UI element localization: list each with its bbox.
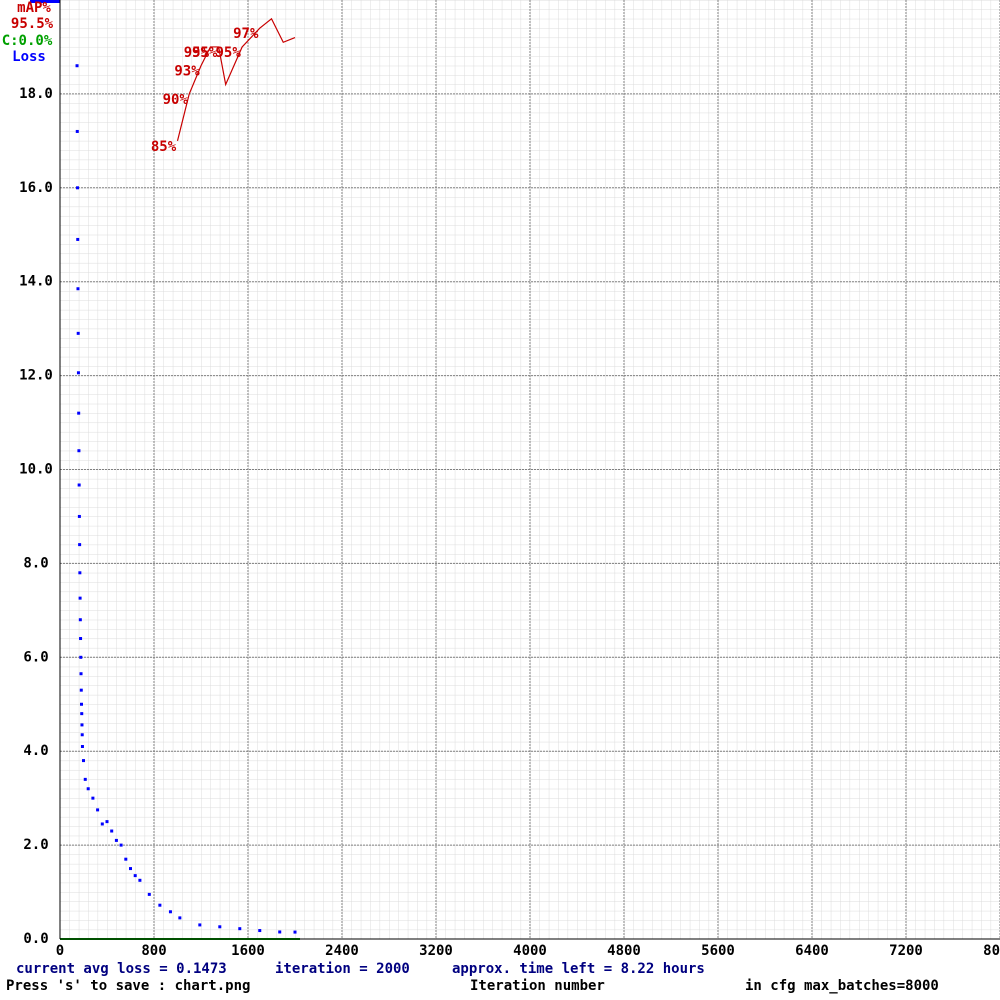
loss-point bbox=[278, 930, 282, 934]
loss-point bbox=[178, 916, 182, 920]
x-tick-label: 0 bbox=[56, 943, 64, 959]
current-map: 95.5% bbox=[11, 16, 54, 32]
legend-map: mAP% bbox=[17, 0, 51, 16]
loss-point bbox=[293, 930, 297, 934]
x-tick-label: 4800 bbox=[607, 943, 641, 959]
map-line bbox=[176, 17, 296, 141]
x-tick-label: 8000 bbox=[983, 943, 1000, 959]
y-tick-label: 10.0 bbox=[19, 462, 53, 478]
loss-point bbox=[79, 688, 83, 692]
y-tick-label: 12.0 bbox=[19, 368, 53, 384]
map-label: 95% bbox=[184, 45, 210, 61]
map-label: 95% bbox=[215, 45, 241, 61]
loss-point bbox=[119, 843, 123, 847]
y-tick-label: 0.0 bbox=[23, 931, 48, 947]
loss-point bbox=[75, 129, 79, 133]
loss-point bbox=[100, 822, 104, 826]
loss-point bbox=[218, 925, 222, 929]
x-tick-label: 4000 bbox=[513, 943, 547, 959]
x-tick-label: 6400 bbox=[795, 943, 829, 959]
loss-point bbox=[75, 64, 79, 68]
loss-point bbox=[76, 186, 80, 190]
loss-point bbox=[129, 867, 132, 871]
loss-point bbox=[78, 571, 82, 575]
loss-point bbox=[147, 892, 151, 896]
x-tick-label: 800 bbox=[141, 943, 166, 959]
loss-point bbox=[78, 596, 82, 600]
loss-point bbox=[77, 514, 81, 518]
x-tick-label: 5600 bbox=[701, 943, 735, 959]
x-axis-label: Iteration number bbox=[470, 978, 605, 994]
loss-point bbox=[80, 723, 84, 727]
loss-point bbox=[138, 878, 142, 882]
loss-point bbox=[80, 702, 84, 706]
y-tick-label: 4.0 bbox=[23, 743, 48, 759]
loss-point bbox=[86, 787, 90, 791]
y-tick-label: 14.0 bbox=[19, 274, 53, 290]
loss-point bbox=[258, 929, 262, 933]
x-tick-label: 7200 bbox=[889, 943, 923, 959]
x-tick-label: 1600 bbox=[231, 943, 265, 959]
loss-point bbox=[91, 796, 95, 800]
loss-point bbox=[80, 745, 84, 749]
loss-point bbox=[77, 483, 81, 487]
cfg-note: in cfg max_batches=8000 bbox=[745, 978, 939, 994]
y-tick-label: 6.0 bbox=[23, 649, 48, 665]
loss-point bbox=[76, 331, 80, 335]
loss-point bbox=[78, 543, 82, 547]
map-label: 97% bbox=[233, 26, 259, 42]
loss-point bbox=[124, 857, 128, 861]
legend-loss: Loss bbox=[12, 49, 46, 65]
loss-point bbox=[82, 759, 85, 763]
loss-point bbox=[78, 618, 82, 622]
loss-point bbox=[79, 655, 83, 659]
class-label: C:0.0% bbox=[2, 33, 53, 49]
loss-point bbox=[110, 829, 114, 833]
loss-point bbox=[133, 874, 137, 878]
loss-point bbox=[238, 927, 242, 931]
loss-point bbox=[80, 712, 84, 716]
loss-point bbox=[80, 733, 84, 737]
loss-point bbox=[168, 910, 172, 914]
map-label: 90% bbox=[163, 92, 189, 108]
map-label: 95% bbox=[192, 45, 218, 61]
loss-point bbox=[114, 838, 118, 842]
loss-point bbox=[79, 637, 83, 641]
loss-point bbox=[105, 820, 109, 824]
x-tick-label: 2400 bbox=[325, 943, 359, 959]
loss-point bbox=[96, 808, 100, 812]
save-hint: Press 's' to save : chart.png bbox=[6, 978, 250, 994]
loss-point bbox=[76, 237, 80, 241]
loss-point bbox=[77, 411, 81, 415]
loss-point bbox=[76, 371, 80, 375]
status-loss: current avg loss = 0.1473 bbox=[16, 961, 227, 977]
legend-bar bbox=[30, 0, 60, 3]
loss-point bbox=[77, 449, 81, 453]
loss-point bbox=[83, 777, 87, 781]
y-tick-label: 16.0 bbox=[19, 180, 53, 196]
loss-point bbox=[76, 287, 80, 291]
map-label: 93% bbox=[174, 64, 200, 80]
status-time: approx. time left = 8.22 hours bbox=[452, 961, 705, 977]
loss-point bbox=[79, 672, 83, 676]
loss-point bbox=[158, 903, 162, 907]
y-tick-label: 2.0 bbox=[23, 837, 48, 853]
map-label: 85% bbox=[151, 139, 177, 155]
status-iteration: iteration = 2000 bbox=[275, 961, 410, 977]
y-tick-label: 8.0 bbox=[23, 555, 48, 571]
x-tick-label: 3200 bbox=[419, 943, 453, 959]
loss-point bbox=[198, 923, 202, 927]
y-tick-label: 18.0 bbox=[19, 86, 53, 102]
